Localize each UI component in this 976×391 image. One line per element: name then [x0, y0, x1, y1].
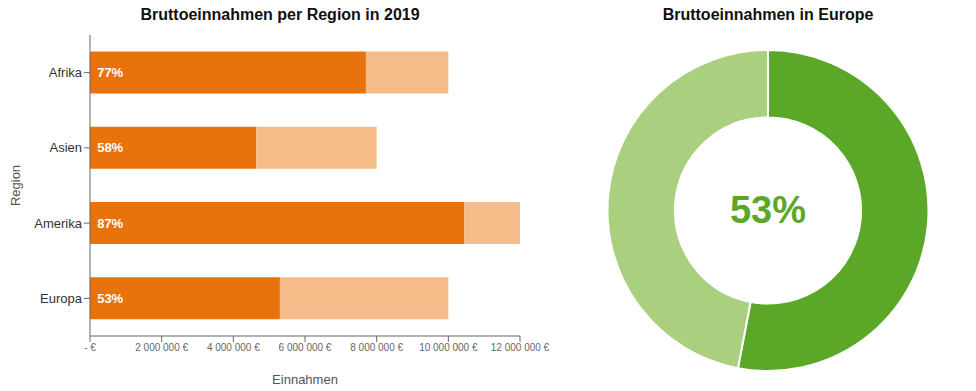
- svg-text:77%: 77%: [97, 65, 123, 80]
- html-text:Bruttoeinnahmen per Region in: Bruttoeinnahmen per Region in 2019: [140, 6, 420, 23]
- svg-text:Asien: Asien: [49, 140, 82, 155]
- html-text:Bruttoeinnahmen in Europe: Bruttoeinnahmen in Europe: [662, 6, 874, 23]
- svg-text:58%: 58%: [97, 140, 123, 155]
- svg-text:12 000 000 €: 12 000 000 €: [491, 342, 550, 353]
- svg-text:Einnahmen: Einnahmen: [272, 372, 338, 387]
- svg-text:Afrika: Afrika: [49, 65, 83, 80]
- svg-text:8 000 000 €: 8 000 000 €: [350, 342, 403, 353]
- svg-text:Europa: Europa: [40, 291, 83, 306]
- svg-text:87%: 87%: [97, 216, 123, 231]
- svg-text:2 000 000 €: 2 000 000 €: [135, 342, 188, 353]
- html-text:53%: 53%: [730, 189, 806, 231]
- svg-text:Amerika: Amerika: [34, 216, 82, 231]
- svg-text:- €: - €: [84, 342, 96, 353]
- svg-text:10 000 000 €: 10 000 000 €: [419, 342, 478, 353]
- svg-text:53%: 53%: [97, 291, 123, 306]
- svg-text:4 000 000 €: 4 000 000 €: [207, 342, 260, 353]
- svg-text:6 000 000 €: 6 000 000 €: [279, 342, 332, 353]
- svg-text:Region: Region: [8, 165, 23, 206]
